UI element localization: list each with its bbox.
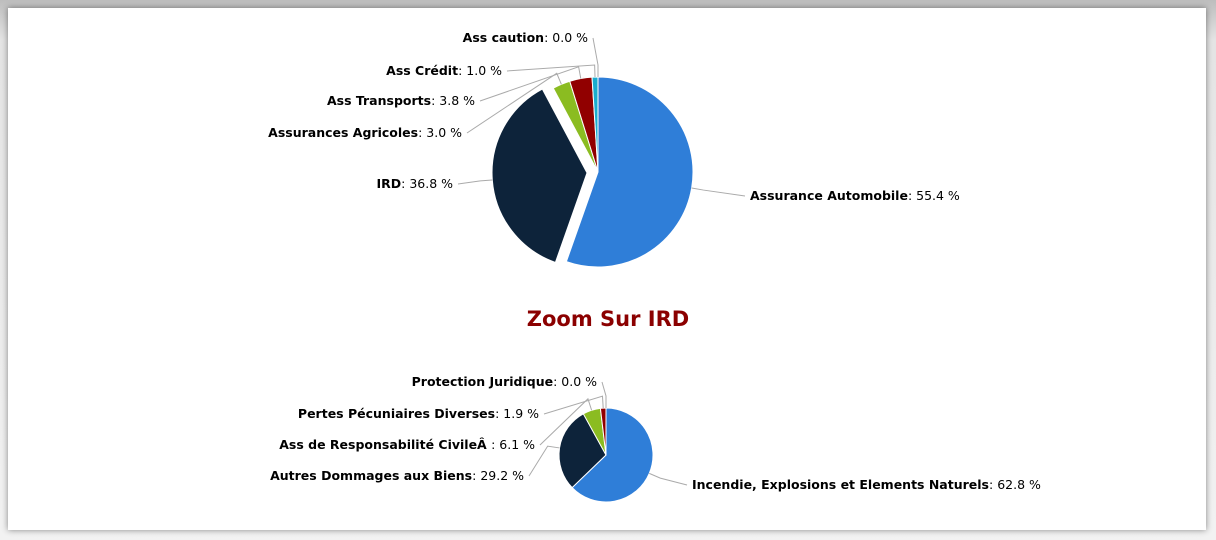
label-name: Ass de Responsabilité CivileÂ — [279, 437, 491, 452]
connector — [601, 381, 607, 408]
data-label: Ass caution: 0.0 % — [463, 30, 588, 45]
label-value: 0.0 % — [552, 30, 588, 45]
label-name: Incendie, Explosions et Elements Naturel… — [692, 477, 989, 492]
label-name: Assurance Automobile — [750, 188, 908, 203]
connector — [466, 72, 562, 134]
label-value: 3.0 % — [426, 125, 462, 140]
label-name: Assurances Agricoles — [268, 125, 418, 140]
data-label: Pertes Pécuniaires Diverses: 1.9 % — [298, 406, 539, 421]
label-name: Protection Juridique — [412, 374, 553, 389]
label-sep: : — [472, 468, 480, 483]
data-label: Ass Crédit: 1.0 % — [386, 63, 502, 78]
data-label: Ass de Responsabilité CivileÂ : 6.1 % — [279, 437, 535, 452]
label-sep: : — [401, 176, 409, 191]
label-name: Ass caution — [463, 30, 544, 45]
connector — [479, 66, 582, 102]
data-label: Assurances Agricoles: 3.0 % — [268, 125, 462, 140]
label-value: 3.8 % — [439, 93, 475, 108]
label-name: Pertes Pécuniaires Diverses — [298, 406, 495, 421]
connector — [457, 179, 493, 185]
connector — [691, 187, 746, 197]
connector — [528, 445, 560, 477]
label-sep: : — [908, 188, 916, 203]
label-sep: : — [553, 374, 561, 389]
label-sep: : — [431, 93, 439, 108]
label-value: 55.4 % — [916, 188, 960, 203]
label-name: Autres Dommages aux Biens — [270, 468, 472, 483]
label-value: 36.8 % — [409, 176, 453, 191]
connector — [592, 37, 599, 77]
connector — [543, 395, 604, 415]
label-value: 1.9 % — [503, 406, 539, 421]
data-label: Incendie, Explosions et Elements Naturel… — [692, 477, 1041, 492]
label-sep: : — [458, 63, 466, 78]
label-value: 62.8 % — [997, 477, 1041, 492]
data-label: Assurance Automobile: 55.4 % — [750, 188, 960, 203]
label-value: 29.2 % — [480, 468, 524, 483]
label-sep: : — [418, 125, 426, 140]
chart-title: Zoom Sur IRD — [527, 307, 689, 331]
label-value: 6.1 % — [499, 437, 535, 452]
connector — [506, 64, 596, 78]
data-label: Autres Dommages aux Biens: 29.2 % — [270, 468, 524, 483]
data-label: Protection Juridique: 0.0 % — [412, 374, 597, 389]
label-value: 1.0 % — [466, 63, 502, 78]
label-sep: : — [495, 406, 503, 421]
label-sep: : — [989, 477, 997, 492]
label-value: 0.0 % — [561, 374, 597, 389]
data-label: Ass Transports: 3.8 % — [327, 93, 475, 108]
label-name: IRD — [376, 176, 401, 191]
connector — [539, 397, 593, 446]
label-name: Ass Crédit — [386, 63, 458, 78]
pie-slice — [558, 413, 607, 489]
label-sep: : — [544, 30, 552, 45]
label-sep: : — [491, 437, 499, 452]
label-name: Ass Transports — [327, 93, 431, 108]
connector — [649, 472, 688, 486]
pie-slice — [571, 407, 654, 503]
data-label: IRD: 36.8 % — [376, 176, 453, 191]
